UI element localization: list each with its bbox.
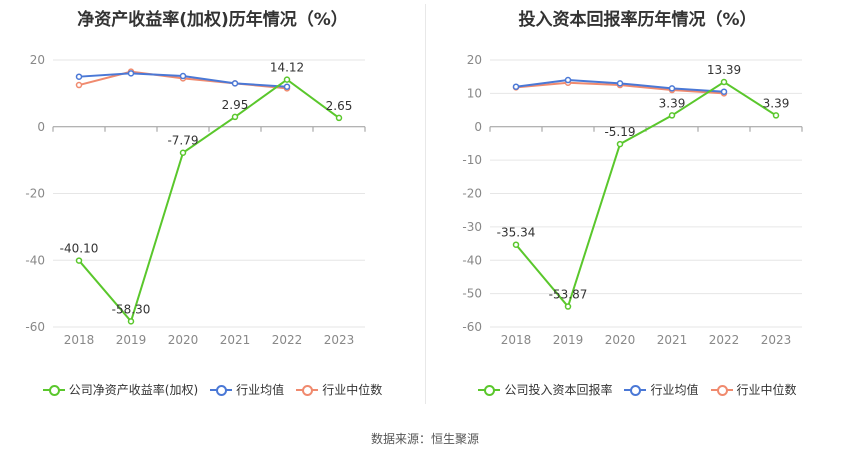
roe-legend-item[interactable]: 行业中位数	[296, 381, 382, 398]
roe-legend-label: 行业中位数	[322, 383, 383, 397]
roe-data-point	[231, 113, 239, 121]
roic-y-tick-label: 20	[467, 53, 482, 67]
panel-divider	[425, 4, 426, 404]
roe-data-label: -40.10	[60, 242, 99, 256]
roic-x-tick-label: 2019	[553, 333, 584, 347]
roic-chart-panel: 投入资本回报率历年情况（%） 20 10 0 -10 -20 -30 -40 -50 -60 20…	[425, 0, 850, 410]
roe-data-point	[283, 83, 291, 90]
roe-x-tick-label: 2020	[168, 333, 199, 347]
roe-data-point	[335, 114, 343, 122]
roic-series-line-0	[515, 80, 777, 309]
roe-chart-title: 净资产收益率(加权)历年情况（%）	[77, 10, 348, 30]
roe-series-line-0	[78, 78, 340, 324]
roe-chart-panel: 净资产收益率(加权)历年情况（%） 20 0 -20 -40 -60 2018 2019 20…	[0, 0, 425, 410]
roic-x-tick-label: 2021	[657, 333, 688, 347]
roic-data-point	[668, 112, 676, 119]
roe-data-label: 14.12	[270, 61, 304, 75]
legend-marker-icon	[624, 384, 647, 396]
roe-legend-label: 公司净资产收益率(加权)	[68, 383, 199, 397]
roic-legend-item[interactable]: 行业中位数	[710, 381, 797, 398]
roic-data-point	[564, 76, 572, 84]
roic-y-tick-label: -50	[462, 287, 482, 301]
roe-data-label: -58.30	[112, 302, 151, 316]
roe-x-tick-label: 2019	[116, 333, 147, 347]
roic-data-point	[512, 83, 520, 90]
roic-chart-title: 投入资本回报率历年情况（%）	[518, 10, 757, 30]
roic-x-tick-label: 2020	[605, 333, 636, 347]
roe-x-tick-label: 2022	[272, 333, 303, 347]
roe-y-tick-label: -60	[25, 320, 45, 334]
roic-legend-item[interactable]: 行业均值	[624, 381, 699, 398]
roe-data-label: -7.79	[167, 134, 198, 148]
roic-chart-legend: 公司投入资本回报率 行业均值 行业中位数	[425, 381, 850, 398]
roe-data-point	[75, 81, 83, 89]
data-source-note: 数据来源：恒生聚源	[370, 432, 479, 446]
legend-marker-icon	[478, 384, 501, 396]
roe-data-point	[127, 318, 135, 325]
roe-y-tick-label: 20	[30, 53, 45, 67]
roic-x-tick-label: 2022	[709, 333, 740, 347]
roe-data-point	[179, 72, 187, 80]
roe-data-point	[75, 73, 83, 80]
roe-chart-plot: 20 0 -20 -40 -60 2018 2019 2020 2021 2022 2023 -40.…	[25, 53, 366, 347]
roe-chart-legend: 公司净资产收益率(加权) 行业均值 行业中位数	[0, 381, 425, 398]
roic-y-tick-label: -30	[462, 220, 482, 234]
roic-legend-label: 行业均值	[650, 383, 699, 397]
roic-x-tick-label: 2023	[761, 333, 792, 347]
roic-data-point	[772, 112, 780, 119]
roic-data-point	[512, 241, 520, 248]
roe-data-label: 2.95	[222, 98, 249, 112]
roic-data-label: -5.19	[604, 125, 635, 139]
roic-data-point	[616, 140, 624, 148]
legend-marker-icon	[296, 384, 319, 396]
roic-data-point	[564, 303, 572, 310]
roe-y-tick-label: -20	[25, 187, 45, 201]
roic-data-label: -35.34	[497, 226, 536, 240]
roic-chart-plot: 20 10 0 -10 -20 -30 -40 -50 -60 2018 2019 2020 2021 2…	[462, 53, 803, 347]
roe-data-point	[127, 70, 135, 77]
roe-data-label: 2.65	[326, 99, 353, 113]
roe-legend-item[interactable]: 公司净资产收益率(加权)	[42, 381, 199, 398]
roic-y-tick-label: 0	[474, 120, 482, 134]
roe-data-point	[231, 80, 239, 87]
roic-data-point	[616, 80, 624, 87]
legend-marker-icon	[210, 384, 233, 396]
legend-marker-icon	[710, 384, 733, 396]
roic-data-point	[668, 85, 676, 92]
legend-marker-icon	[42, 384, 65, 396]
roe-data-point	[283, 76, 291, 83]
roe-x-tick-label: 2021	[220, 333, 251, 347]
roe-legend-label: 行业均值	[236, 383, 285, 397]
roic-data-label: 3.39	[659, 96, 686, 110]
roic-data-label: 13.39	[707, 63, 741, 77]
roic-legend-label: 行业中位数	[736, 383, 797, 397]
roe-data-point	[75, 257, 83, 264]
roe-y-tick-label: -40	[25, 253, 45, 267]
roic-y-tick-label: -20	[462, 187, 482, 201]
roe-data-point	[179, 149, 187, 156]
roic-y-tick-label: -40	[462, 253, 482, 267]
roic-data-label: -53.87	[549, 288, 588, 302]
roic-legend-item[interactable]: 公司投入资本回报率	[478, 381, 612, 398]
roic-y-tick-label: 10	[467, 86, 482, 100]
roic-y-tick-label: -60	[462, 320, 482, 334]
roe-legend-item[interactable]: 行业均值	[210, 381, 284, 398]
roe-x-tick-label: 2018	[64, 333, 95, 347]
roic-legend-label: 公司投入资本回报率	[504, 383, 613, 397]
roic-y-tick-label: -10	[462, 153, 482, 167]
roic-data-point	[720, 88, 728, 95]
roic-data-label: 3.39	[763, 96, 790, 110]
roic-data-point	[720, 78, 728, 86]
roe-y-tick-label: 0	[37, 120, 45, 134]
roe-x-tick-label: 2023	[324, 333, 355, 347]
roic-x-tick-label: 2018	[501, 333, 532, 347]
